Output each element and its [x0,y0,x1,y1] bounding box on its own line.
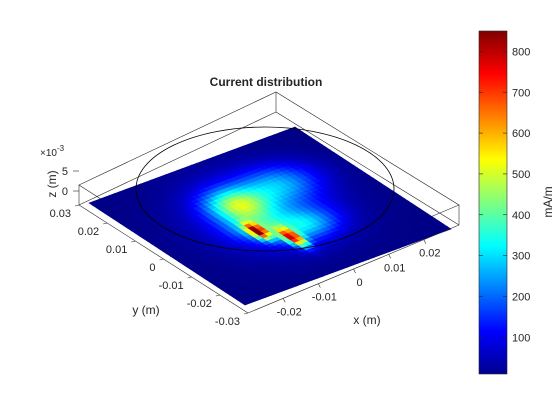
y-axis-label: y (m) [132,303,159,317]
axis-ticks: -0.02-0.0100.010.02-0.03-0.02-0.0100.010… [50,166,441,328]
z-tick-label: 5 [62,166,68,178]
colorbar-tick-label: 800 [512,46,530,58]
y-tick-label: -0.03 [215,316,240,328]
y-tick-label: -0.01 [159,280,184,292]
current-surface [88,126,452,306]
z-axis-label: z (m) [45,170,59,197]
x-tick-mark [318,283,321,288]
z-exponent-power: -3 [57,144,65,153]
colorbar-tick-label: 500 [512,169,530,181]
surface-cell [441,226,452,232]
z-exponent-base: ×10 [40,148,57,159]
colorbar-tick-label: 600 [512,128,530,140]
chart-title: Current distribution [210,75,323,89]
y-tick-mark [131,240,136,243]
x-tick-mark [353,268,356,274]
x-tick-mark [388,254,391,259]
colorbar-tick-label: 700 [512,87,530,99]
colorbar-label: mA/m [541,186,555,217]
colorbar-tick-label: 400 [512,210,530,222]
x-tick-label: -0.02 [277,306,302,318]
y-tick-label: 0 [149,262,155,274]
x-axis-label: x (m) [353,313,380,327]
colorbar-ticks: 100 200 300 400 500 600 700 800 [479,46,530,344]
y-tick-mark [215,294,220,297]
y-tick-label: -0.02 [187,298,212,310]
x-tick-mark [282,298,286,303]
y-tick-label: 0.02 [78,226,99,238]
x-tick-label: 0.01 [384,262,405,274]
x-tick-label: -0.01 [312,292,337,304]
colorbar: 100 200 300 400 500 600 700 800 mA/m [478,30,555,375]
colorbar-fill [478,30,508,375]
y-tick-mark [74,204,80,207]
y-tick-mark [159,258,164,261]
y-tick-mark [103,222,108,225]
y-tick-label: 0.03 [50,208,71,220]
x-tick-label: 0 [356,277,362,289]
z-exponent-label: ×10-3 [40,144,65,159]
z-tick-label: 0 [62,186,68,198]
antenna-outline-circle [135,126,395,252]
y-tick-mark [187,276,192,279]
y-tick-mark [243,312,249,315]
colorbar-tick-label: 300 [512,251,530,263]
x-tick-mark [423,239,427,244]
colorbar-tick-label: 100 [512,332,530,344]
x-tick-label: 0.02 [419,248,440,260]
box-edge [275,111,460,226]
y-tick-label: 0.01 [106,244,127,256]
colorbar-tick-label: 200 [512,291,530,303]
